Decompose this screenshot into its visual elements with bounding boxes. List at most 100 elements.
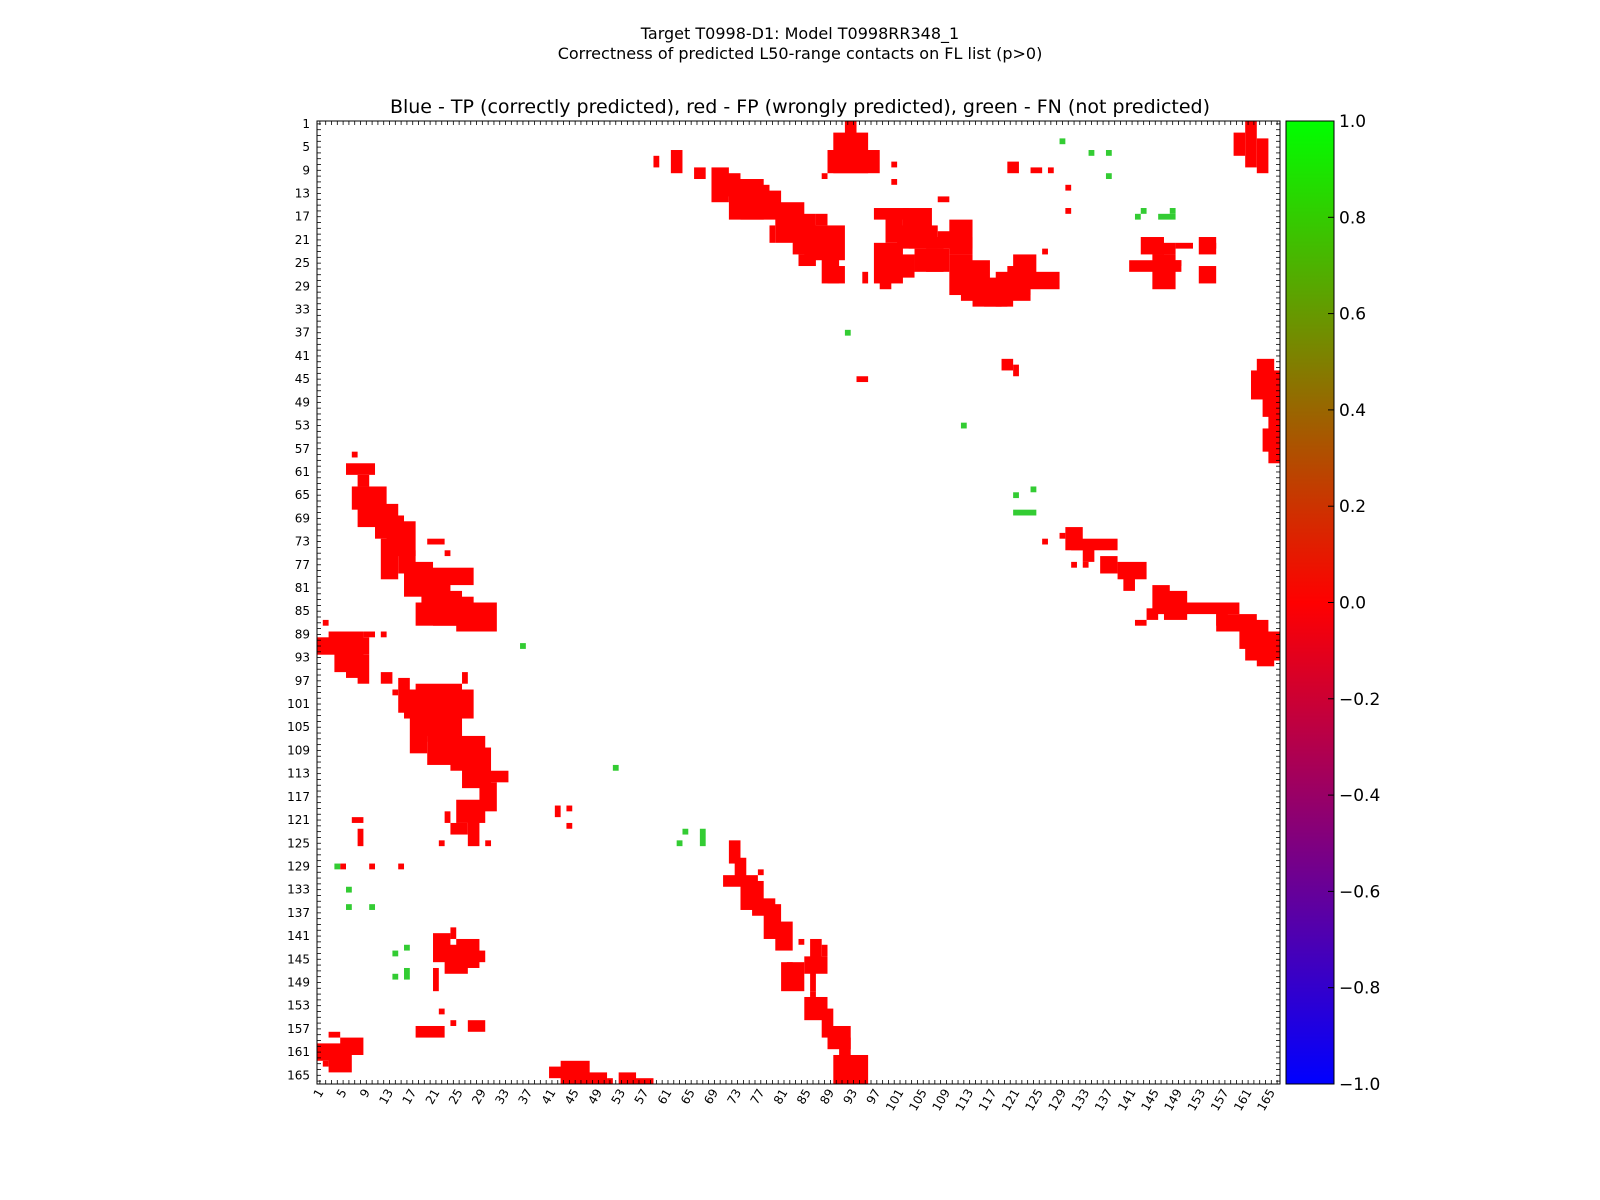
y-tick-label: 165: [287, 1068, 310, 1082]
fp-contact-cell: [566, 822, 573, 829]
colorbar-tick-label: 0.2: [1339, 497, 1366, 517]
colorbar-tick-label: 0.8: [1339, 208, 1366, 228]
fp-contact-cell: [1071, 538, 1118, 551]
y-tick-label: 81: [295, 581, 310, 595]
x-tick-label: 73: [724, 1087, 744, 1107]
colorbar-tick-label: −0.2: [1339, 690, 1380, 710]
colorbar: [1285, 120, 1335, 1085]
fp-contact-cell: [467, 1020, 486, 1032]
x-tick-label: 93: [840, 1087, 860, 1107]
fp-contact-cell: [485, 840, 492, 847]
fp-contact-cell: [1245, 121, 1257, 168]
fp-contact-cell: [450, 822, 468, 835]
x-tick-label: 105: [906, 1087, 930, 1114]
fp-contact-cell: [554, 805, 561, 818]
fp-contact-cell: [409, 706, 428, 754]
x-tick-label: 65: [678, 1087, 698, 1107]
y-tick-label: 61: [295, 465, 310, 479]
fn-contact-cell: [404, 944, 410, 951]
fp-contact-cell: [821, 944, 828, 957]
x-tick-label: 85: [794, 1087, 814, 1107]
fp-contact-cell: [1071, 561, 1077, 568]
x-tick-label: 113: [953, 1087, 977, 1114]
fp-contact-cell: [1256, 138, 1269, 174]
x-tick-label: 25: [446, 1087, 466, 1107]
fp-contact-cell: [369, 863, 376, 870]
x-tick-label: 29: [469, 1087, 489, 1107]
fp-contact-cell: [891, 161, 898, 168]
fp-contact-cell: [1059, 532, 1066, 539]
fp-contact-cell: [340, 1037, 364, 1055]
fp-contact-cell: [322, 619, 329, 626]
y-tick-label: 129: [287, 860, 310, 874]
fn-contact-cell: [1059, 138, 1066, 145]
x-tick-label: 57: [632, 1087, 652, 1107]
colorbar-tick-label: 0.0: [1339, 594, 1366, 614]
minor-ticks: [317, 121, 1280, 1084]
fp-contact-cell: [363, 631, 376, 638]
fn-contact-cell: [682, 828, 689, 835]
fn-contact-cell: [520, 643, 526, 649]
fp-contact-cell: [844, 121, 857, 139]
fp-contact-cell: [1198, 266, 1217, 284]
fp-contact-cell: [618, 1072, 637, 1084]
y-tick-label: 109: [287, 743, 310, 757]
fp-contact-cell: [1262, 387, 1280, 417]
fp-contact-cell: [328, 1031, 341, 1038]
x-tick-label: 109: [929, 1087, 953, 1114]
x-tick-label: 97: [864, 1087, 884, 1107]
fp-contact-cell: [1013, 364, 1019, 377]
fp-contact-cell: [351, 451, 358, 458]
fp-contact-cell: [415, 1025, 445, 1038]
y-tick-label: 33: [295, 303, 310, 317]
figure-title-line2: Correctness of predicted L50-range conta…: [558, 44, 1043, 63]
y-tick-label: 1: [302, 117, 310, 131]
y-tick-label: 85: [295, 604, 310, 618]
y-tick-label: 117: [287, 790, 310, 804]
fp-contact-cell: [1152, 242, 1176, 255]
x-tick-label: 5: [334, 1087, 350, 1101]
x-tick-label: 37: [516, 1087, 536, 1107]
fp-contact-cell: [1268, 411, 1280, 435]
y-tick-label: 9: [302, 163, 310, 177]
fp-contact-cell: [757, 184, 770, 209]
fp-contact-cell: [1042, 248, 1048, 255]
y-tick-label: 105: [287, 720, 310, 734]
fp-contact-cell: [357, 828, 364, 847]
chart-title: Blue - TP (correctly predicted), red - F…: [390, 96, 1210, 118]
fp-contact-cell: [1100, 556, 1118, 574]
x-tick-label: 13: [376, 1087, 396, 1107]
x-tick-label: 117: [976, 1087, 1000, 1114]
colorbar-tick-label: 0.4: [1339, 401, 1366, 421]
fp-contact-cell: [444, 944, 468, 974]
fp-contact-cell: [1030, 167, 1043, 174]
fp-contact-cell: [810, 991, 816, 997]
fp-contact-cell: [1175, 242, 1193, 249]
fp-contact-cell: [775, 921, 793, 951]
fp-contact-cell: [444, 811, 451, 823]
x-tick-label: 81: [771, 1087, 791, 1107]
x-tick-label: 165: [1254, 1087, 1278, 1114]
colorbar-ticks: 1.0 0.8 0.6 0.4 0.2 0.0 −0.2 −0.4 −0.6 −0.8 −1.0: [1328, 112, 1380, 1095]
y-tick-label: 21: [295, 233, 310, 247]
x-tick-label: 153: [1185, 1087, 1209, 1114]
y-tick-label: 93: [295, 651, 310, 665]
x-tick-label: 69: [701, 1087, 721, 1107]
x-tick-label: 45: [562, 1087, 582, 1107]
fp-contact-cell: [1123, 573, 1135, 591]
fp-contact-cell: [821, 173, 828, 180]
colorbar-tick-label: 1.0: [1339, 112, 1366, 132]
x-tick-label: 101: [883, 1087, 907, 1114]
y-tick-label: 57: [295, 442, 310, 456]
fn-contact-cell: [1088, 150, 1095, 156]
fn-contact-cell: [392, 973, 399, 980]
x-tick-label: 137: [1092, 1087, 1116, 1114]
fp-contact-cell: [781, 962, 805, 992]
fp-contact-cell: [653, 155, 660, 168]
fn-contact-cell: [346, 904, 352, 910]
fn-contact-cell: [1030, 486, 1037, 493]
fp-contact-cell: [380, 538, 399, 580]
fp-contact-cell: [1065, 208, 1072, 214]
fp-contact-cell: [433, 967, 439, 992]
plot-frame: [316, 120, 1281, 1085]
